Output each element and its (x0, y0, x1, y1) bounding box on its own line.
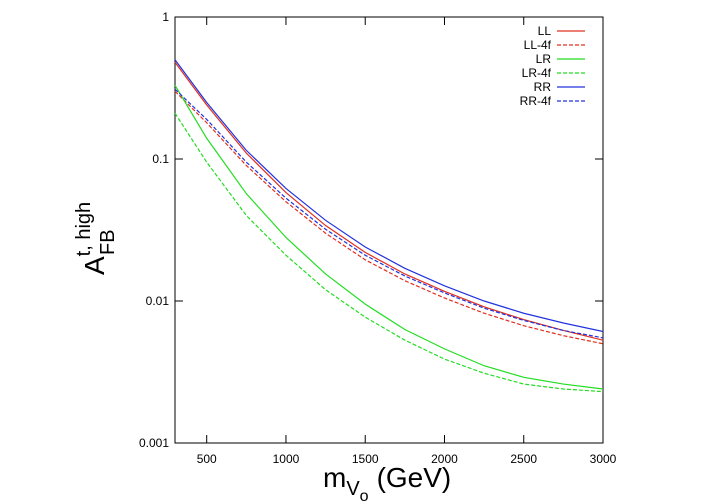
y-label-sup: t, high (73, 202, 95, 256)
y-label-base: A (79, 256, 110, 275)
legend-label: LL (538, 24, 552, 38)
legend-label: LR (536, 52, 552, 66)
y-tick-label: 0.001 (139, 436, 169, 450)
x-tick-label: 1000 (273, 452, 300, 466)
y-label-sub: FB (97, 229, 119, 255)
x-tick-label: 1500 (352, 452, 379, 466)
y-axis-label: At, high (73, 202, 110, 275)
y-tick-label: 0.1 (152, 152, 169, 166)
plot-frame (174, 16, 604, 444)
legend-label: RR-4f (520, 94, 552, 108)
x-axis-label: mVo (GeV) (323, 462, 451, 504)
y-axis-label-group: At, high FB (73, 202, 119, 275)
x-tick-label: 2000 (431, 452, 458, 466)
x-tick-label: 500 (197, 452, 217, 466)
x-label-unit: (GeV) (377, 462, 452, 493)
x-label-sub: V (346, 478, 360, 500)
series-line (174, 61, 604, 341)
x-label-base: m (323, 462, 346, 493)
legend-label: LL-4f (524, 38, 552, 52)
legend-label: RR (534, 80, 552, 94)
x-tick-label: 3000 (590, 452, 617, 466)
series-line (174, 59, 604, 333)
series-line (174, 90, 604, 345)
series-line (174, 88, 604, 339)
y-tick-label: 1 (162, 10, 169, 24)
legend-label: LR-4f (522, 66, 552, 80)
x-tick-label: 2500 (510, 452, 537, 466)
series-line (174, 85, 604, 390)
y-tick-label: 0.01 (146, 294, 170, 308)
x-label-subsub: o (360, 488, 369, 504)
